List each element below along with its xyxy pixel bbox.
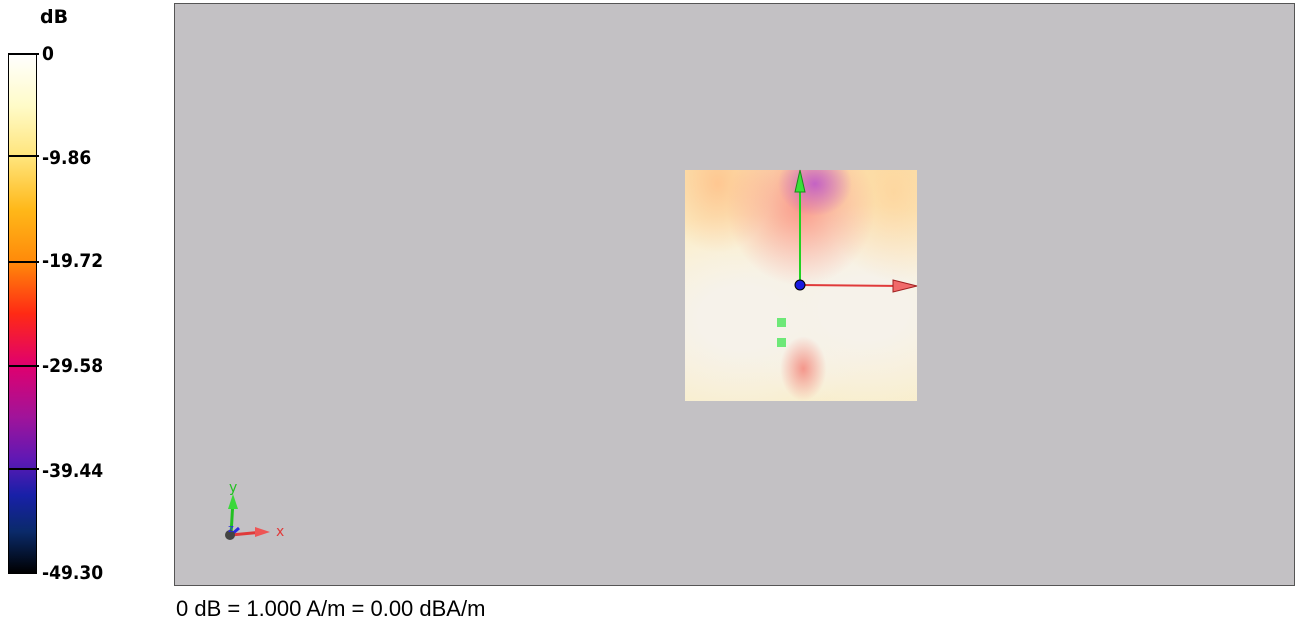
legend-tick-label: -19.72: [42, 250, 104, 272]
orientation-triad: y x z: [225, 480, 284, 540]
object-origin: [794, 279, 806, 291]
triad-z-label: z: [228, 522, 234, 535]
legend-tick-label: 0: [42, 43, 54, 65]
legend-tick-mark: [8, 155, 39, 157]
legend-tick-mark: [8, 53, 39, 55]
triad-x-arrowhead: [255, 527, 270, 537]
legend-tick-mark: [8, 261, 39, 263]
legend-tick-mark: [8, 468, 39, 470]
triad-y-label: y: [229, 480, 237, 496]
object-x-axis: [799, 284, 906, 287]
legend-tick-label: -29.58: [42, 355, 104, 377]
object-axes: [794, 169, 918, 293]
probe-marker: [777, 318, 786, 327]
colorbar: [8, 53, 37, 574]
probe-marker: [777, 338, 786, 347]
legend-unit-label: dB: [40, 6, 69, 28]
reference-level-note: 0 dB = 1.000 A/m = 0.00 dBA/m: [176, 596, 486, 621]
legend-tick-mark: [8, 365, 39, 367]
triad-origin: [225, 530, 235, 540]
object-x-arrowhead: [892, 279, 918, 293]
triad-y-arrowhead: [228, 494, 238, 509]
viewport-3d[interactable]: y x z: [174, 3, 1295, 586]
legend-tick-label: -9.86: [42, 147, 92, 169]
legend-tick-label: -39.44: [42, 460, 104, 482]
legend-tick-label: -49.30: [42, 562, 104, 584]
object-y-arrowhead: [794, 169, 806, 193]
triad-x-label: x: [276, 524, 284, 540]
